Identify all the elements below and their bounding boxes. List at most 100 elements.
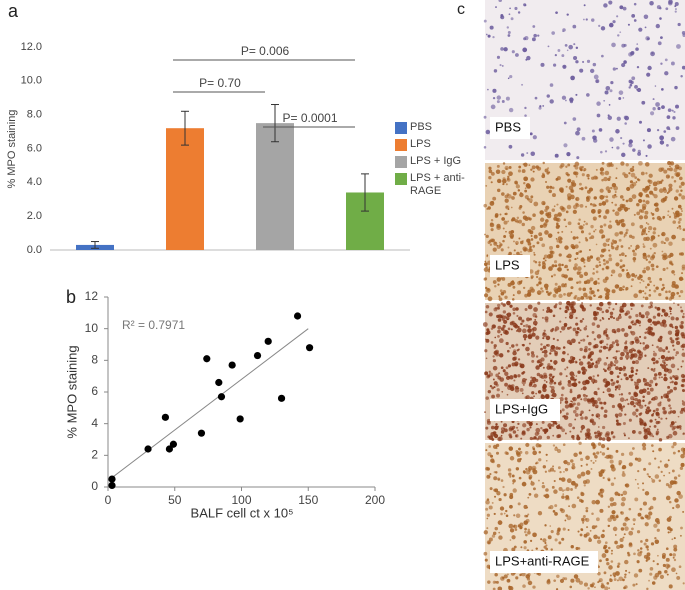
- cell: [566, 515, 572, 521]
- cell: [628, 571, 631, 574]
- cell: [646, 128, 651, 133]
- cell: [678, 225, 681, 228]
- cell: [527, 328, 532, 333]
- cell: [585, 18, 588, 21]
- cell: [673, 558, 677, 562]
- cell: [656, 520, 660, 525]
- point: [165, 445, 174, 453]
- cell: [658, 314, 661, 317]
- cell: [601, 553, 607, 558]
- cell: [521, 169, 526, 173]
- cell: [589, 419, 593, 423]
- cell: [653, 424, 657, 428]
- cell: [573, 402, 576, 406]
- cell: [534, 261, 538, 264]
- cell: [492, 280, 497, 284]
- cell: [670, 363, 676, 369]
- cell: [602, 258, 606, 262]
- cell: [525, 378, 528, 381]
- cell: [488, 239, 492, 243]
- cell: [610, 186, 613, 190]
- cell: [556, 434, 560, 439]
- cell: [609, 220, 612, 223]
- cell: [668, 315, 670, 318]
- cell: [592, 268, 595, 270]
- cell: [604, 170, 610, 176]
- cell: [515, 184, 520, 189]
- cell: [679, 290, 684, 294]
- cell: [622, 536, 625, 539]
- cell: [528, 217, 532, 221]
- cell: [486, 474, 491, 479]
- cell: [580, 492, 585, 497]
- cell: [505, 230, 507, 233]
- cell: [585, 455, 590, 461]
- cell: [629, 400, 635, 406]
- cell: [624, 312, 628, 316]
- error-bar: [91, 241, 99, 249]
- cell: [515, 343, 519, 347]
- cell: [643, 237, 648, 241]
- cell: [502, 310, 507, 314]
- cell: [542, 332, 546, 335]
- cell: [568, 403, 574, 408]
- cell: [650, 111, 655, 116]
- cell: [488, 505, 493, 510]
- cell: [619, 205, 625, 211]
- cell: [644, 344, 650, 349]
- cell: [643, 14, 649, 20]
- cell: [597, 282, 600, 285]
- cell: [485, 304, 490, 309]
- cell: [654, 572, 660, 578]
- cell: [507, 282, 512, 287]
- cell: [508, 446, 514, 451]
- cell: [622, 367, 626, 372]
- cell: [548, 189, 552, 194]
- cell: [623, 332, 629, 338]
- cell: [497, 586, 503, 590]
- cell: [542, 223, 548, 228]
- cell: [533, 201, 539, 207]
- cell: [542, 161, 545, 165]
- cell: [677, 22, 681, 27]
- cell: [646, 387, 650, 390]
- cell: [590, 459, 593, 462]
- cell: [611, 514, 616, 519]
- cell: [585, 509, 589, 513]
- cell: [501, 390, 504, 393]
- cell: [578, 358, 581, 361]
- cell: [552, 367, 556, 371]
- legend-entry: LPS + anti-RAGE: [410, 172, 465, 197]
- cell: [675, 329, 680, 334]
- cell: [494, 241, 497, 244]
- cell: [644, 296, 649, 301]
- cell: [550, 329, 554, 333]
- cell: [619, 537, 624, 543]
- cell: [579, 68, 584, 73]
- cell: [547, 45, 550, 48]
- cell: [566, 268, 569, 271]
- cell: [496, 188, 501, 193]
- cell: [496, 425, 500, 428]
- cell: [643, 435, 646, 438]
- cell: [678, 494, 683, 499]
- cell: [537, 34, 540, 37]
- cell: [620, 511, 623, 514]
- cell: [532, 213, 536, 217]
- cell: [531, 549, 534, 552]
- cell: [671, 207, 674, 210]
- cell: [566, 326, 570, 330]
- y-tick-label: 8.0: [27, 109, 42, 121]
- cell: [664, 463, 669, 468]
- cell: [661, 250, 664, 253]
- cell: [485, 466, 489, 471]
- cell: [572, 204, 578, 210]
- cell: [545, 488, 549, 492]
- cell: [635, 583, 638, 586]
- cell: [667, 459, 670, 462]
- cell: [647, 276, 652, 281]
- cell: [643, 467, 647, 471]
- cell: [615, 219, 619, 224]
- cell: [594, 454, 598, 459]
- cell: [549, 352, 552, 355]
